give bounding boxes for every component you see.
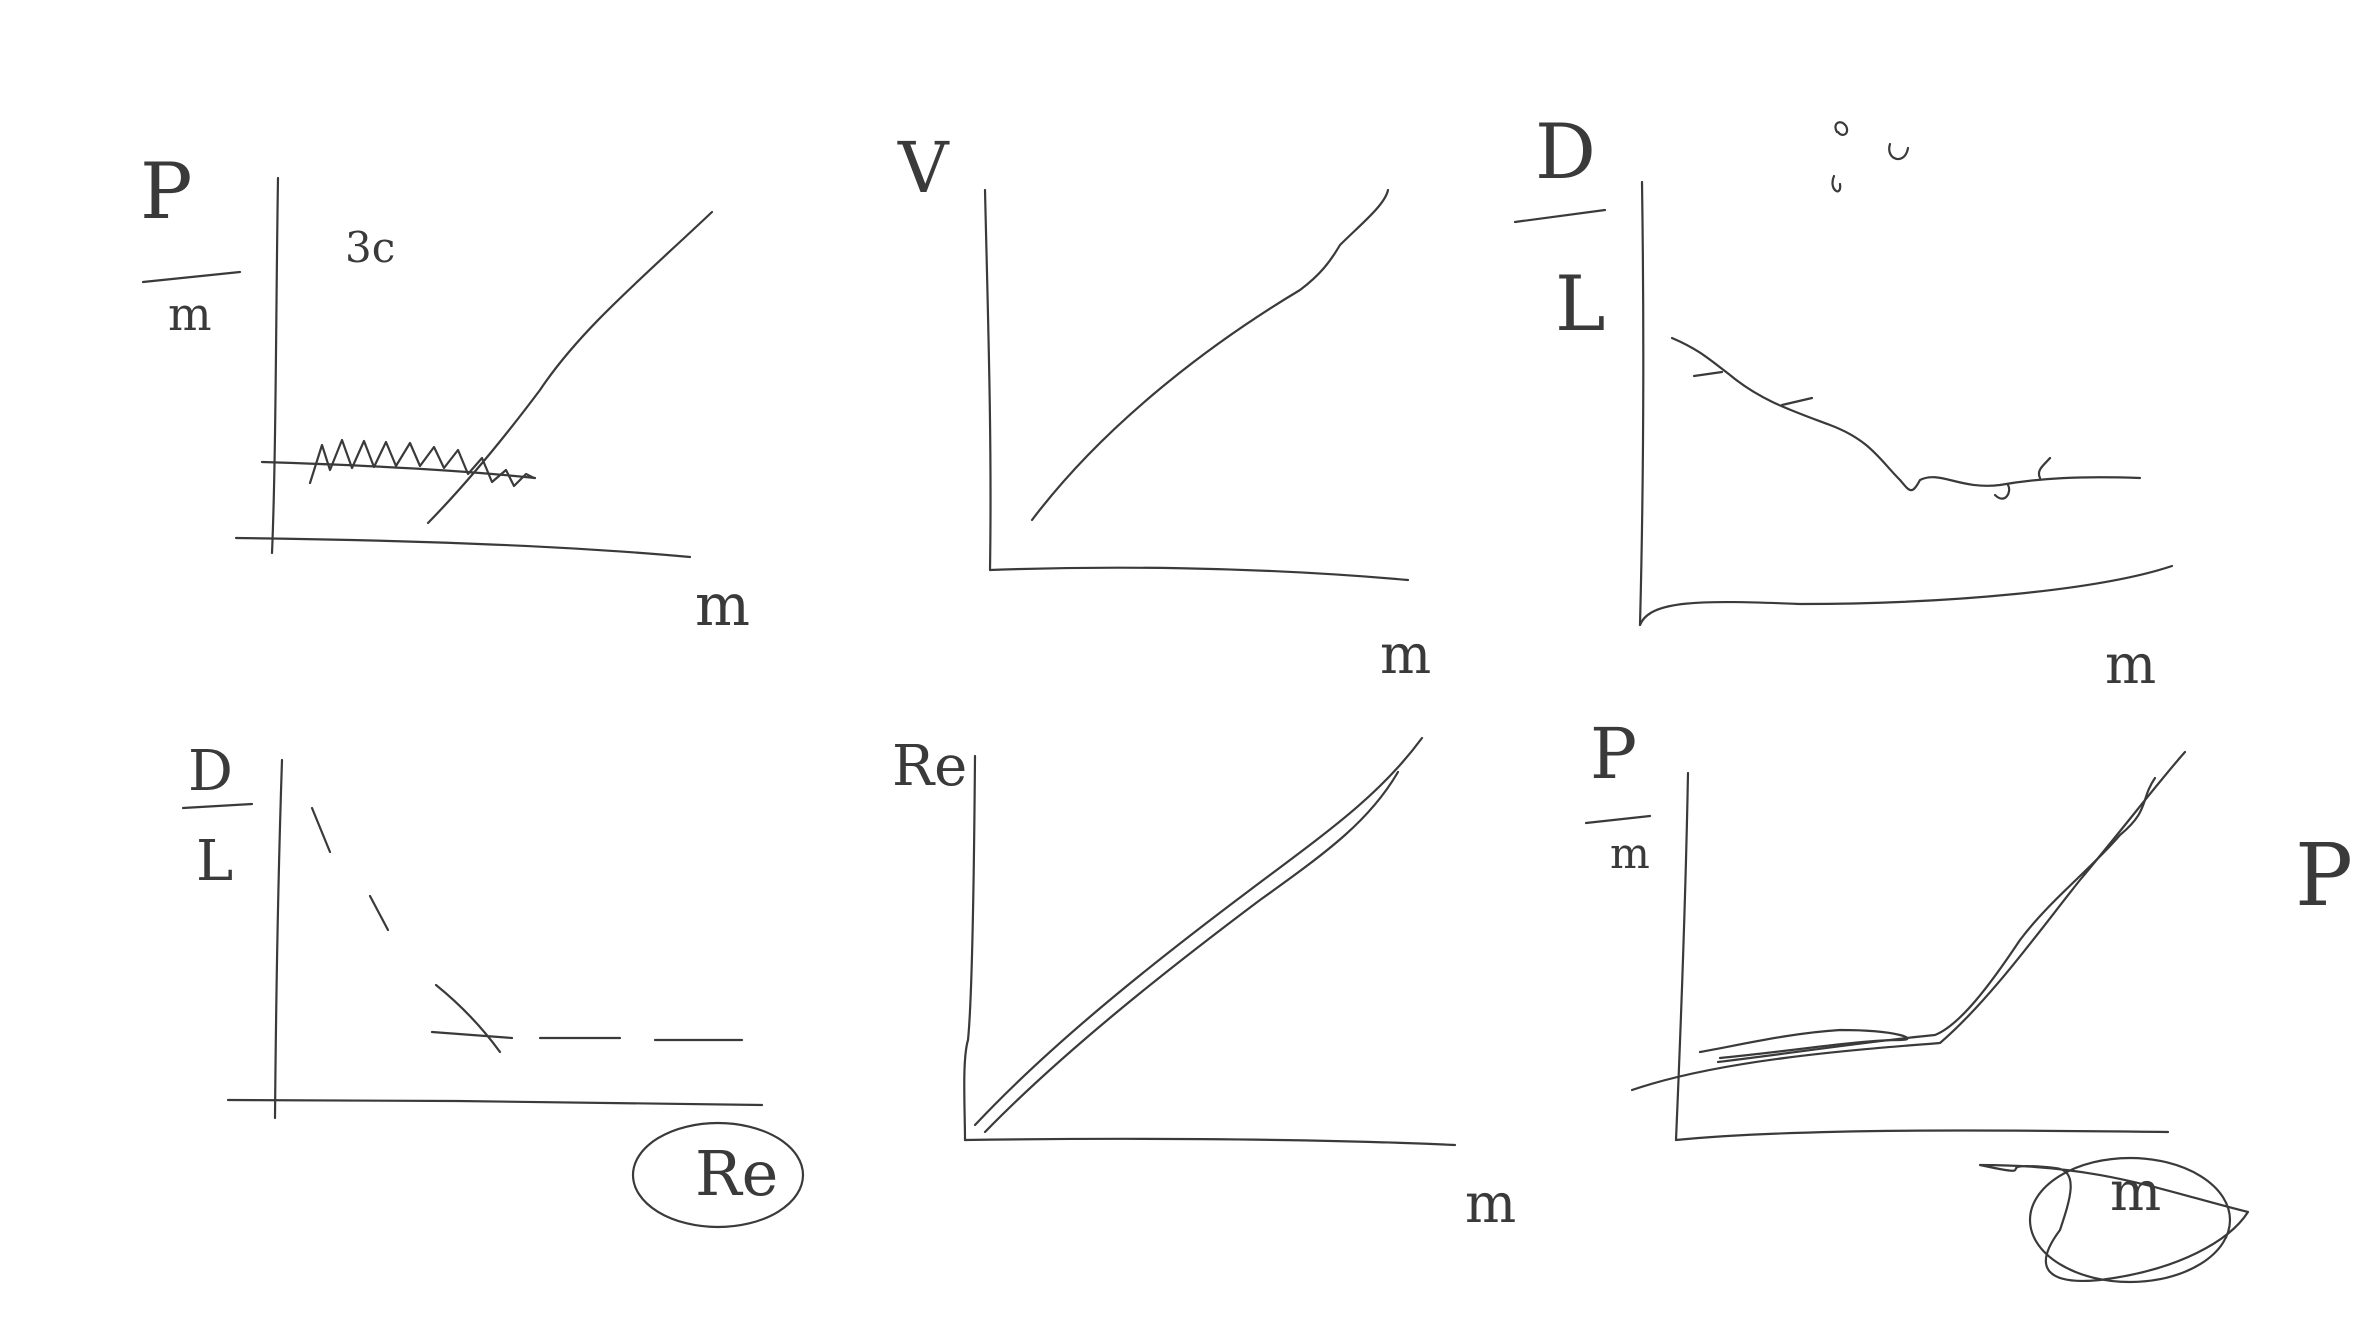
y-label-numerator: P [1590,713,1637,795]
line-lower [983,770,1400,1134]
curve [1670,336,2142,492]
x-axis [234,536,692,559]
annotation-marks [1831,121,1910,193]
sketch-p-over-m-vs-m-2: P m P m [1584,713,2353,1284]
y-label-denominator: m [1610,829,1650,878]
x-axis [963,1137,1457,1147]
line-upper [973,736,1424,1127]
x-axis [226,1098,764,1107]
circled-x-label [631,1121,805,1229]
curve-flat-region [1698,1028,1909,1060]
fraction-bar [181,802,254,810]
y-label-denominator: L [1555,259,1605,348]
y-label: V [897,127,950,209]
x-label: m [1380,623,1431,686]
scribbled-noise [308,438,536,488]
curve-overlap [1716,776,2157,1064]
dashed-curve [310,806,744,1054]
y-axis [983,188,992,572]
x-label: m [1465,1172,1516,1235]
circled-x-label [1978,1163,2250,1282]
circle-outline [2028,1156,2232,1284]
y-label-numerator: D [188,739,233,804]
side-label: P [2295,826,2353,926]
x-label: Re [695,1137,778,1210]
x-axis [1674,1129,2170,1142]
y-label-numerator: P [140,147,192,237]
x-axis [988,566,1410,582]
sketch-d-over-l-vs-re: D L Re [181,739,805,1229]
sketch-re-vs-m: Re m [892,734,1516,1235]
tick-marks [1692,370,2052,500]
y-axis [270,176,280,555]
sketch-d-over-l-vs-m: D L m [1513,107,2174,696]
x-label: m [2105,633,2156,696]
fraction-bar [1584,814,1652,825]
y-axis [963,754,977,1142]
y-label: Re [892,734,967,799]
y-label-numerator: D [1535,107,1596,196]
annotation-text: 3c [345,223,395,272]
y-axis [1638,180,1645,627]
fraction-bar [141,270,242,284]
y-axis [273,758,284,1120]
x-label: m [695,571,750,639]
y-label-denominator: m [168,287,212,341]
sketch-v-vs-m: V m [897,127,1431,686]
x-label: m [2110,1160,2161,1223]
y-axis [1674,771,1690,1142]
sketch-p-over-m-vs-m: P m 3c m [140,147,750,639]
curve-main [1630,750,2187,1092]
fraction-bar [1513,208,1607,224]
trend-line [426,210,714,525]
y-label-denominator: L [196,829,233,894]
flat-line [260,460,537,480]
x-axis [1638,564,2174,627]
curve [1030,188,1390,522]
